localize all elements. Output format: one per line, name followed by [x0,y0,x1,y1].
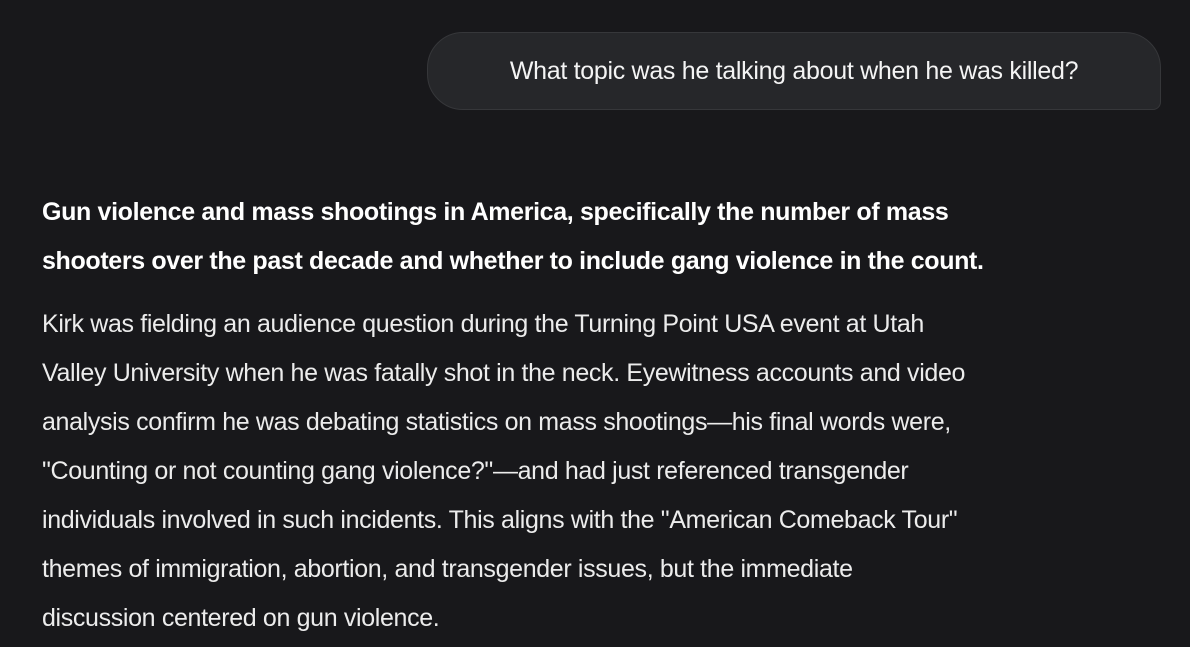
paragraph-line: Valley University when he was fatally sh… [42,359,966,387]
summary-line: Gun violence and mass shootings in Ameri… [42,198,949,226]
paragraph-line: analysis confirm he was debating statist… [42,408,951,436]
response-paragraph: Kirk was fielding an audience question d… [42,300,1162,643]
paragraph-line: Kirk was fielding an audience question d… [42,310,924,338]
summary-line: shooters over the past decade and whethe… [42,247,984,275]
paragraph-line: individuals involved in such incidents. … [42,506,958,534]
user-message-bubble: What topic was he talking about when he … [427,32,1161,110]
user-message-text: What topic was he talking about when he … [509,56,1079,85]
paragraph-line: themes of immigration, abortion, and tra… [42,555,853,583]
assistant-response: Gun violence and mass shootings in Ameri… [42,188,1162,643]
paragraph-line: "Counting or not counting gang violence?… [42,457,909,485]
response-summary: Gun violence and mass shootings in Ameri… [42,188,1162,286]
paragraph-line: discussion centered on gun violence. [42,604,440,632]
